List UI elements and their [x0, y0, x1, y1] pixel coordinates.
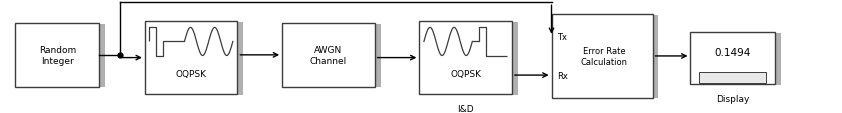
- Bar: [425, 22, 518, 95]
- Bar: [21, 25, 105, 88]
- Bar: [419, 22, 512, 94]
- Bar: [557, 16, 658, 98]
- Bar: [145, 22, 237, 94]
- Bar: [552, 15, 653, 98]
- Bar: [15, 24, 99, 87]
- Text: 0.1494: 0.1494: [714, 48, 751, 58]
- Text: Error Rate
Calculation: Error Rate Calculation: [580, 47, 627, 66]
- Text: Random
Integer: Random Integer: [39, 46, 76, 65]
- Text: I&D: I&D: [457, 104, 474, 113]
- Text: AWGN
Channel: AWGN Channel: [310, 46, 347, 65]
- Bar: [288, 25, 381, 88]
- Text: Rx: Rx: [557, 71, 568, 80]
- Text: Display: Display: [716, 94, 749, 103]
- Bar: [690, 33, 775, 85]
- Text: OQPSK: OQPSK: [450, 70, 481, 79]
- Bar: [282, 24, 375, 87]
- Bar: [151, 22, 243, 95]
- Bar: [696, 33, 781, 85]
- Text: OQPSK: OQPSK: [176, 70, 206, 79]
- Bar: [699, 72, 766, 84]
- Text: Tx: Tx: [557, 33, 568, 42]
